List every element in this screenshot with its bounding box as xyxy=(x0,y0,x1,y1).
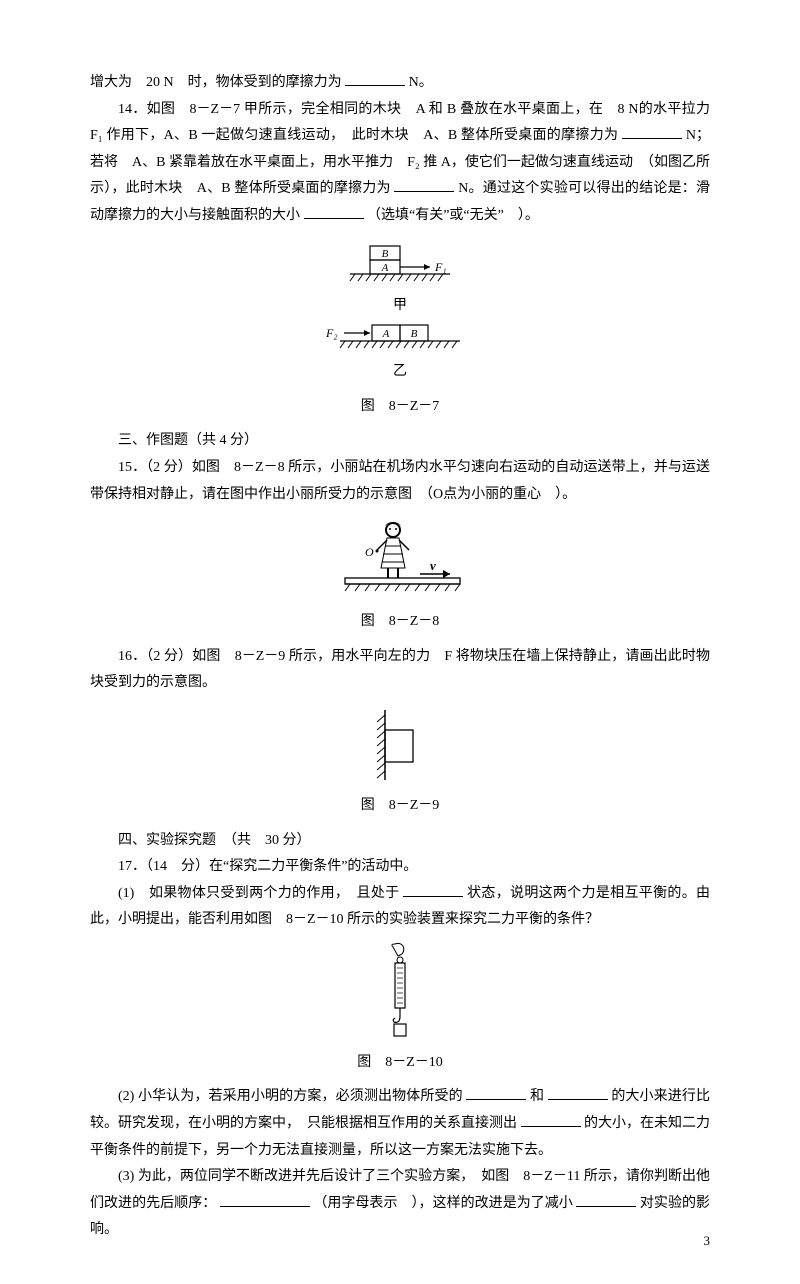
q17-1: (1) 如果物体只受到两个力的作用， 且处于 状态，说明这两个力是相互平衡的。由… xyxy=(90,881,710,934)
fig8-caption: 图 8－Z－8 xyxy=(90,609,710,636)
q16: 16．（2 分）如图 8－Z－9 所示，用水平向左的力 F 将物块压在墙上保持静… xyxy=(90,644,710,697)
fig7-jia-svg: B A F₁ xyxy=(330,238,470,293)
label-O: O xyxy=(365,545,374,559)
section-3-title: 三、作图题（共 4 分） xyxy=(90,428,710,455)
label-A2: A xyxy=(382,328,390,340)
text: 增大为 20 N 时，物体受到的摩擦力为 xyxy=(90,75,342,90)
label-yi: 乙 xyxy=(90,359,710,386)
fig7-caption: 图 8－Z－7 xyxy=(90,394,710,421)
blank-q17-2b xyxy=(548,1085,608,1100)
page-number: 3 xyxy=(704,1229,711,1254)
q15: 15．（2 分）如图 8－Z－8 所示，小丽站在机场内水平匀速向右运动的自动运送… xyxy=(90,455,710,508)
q13-tail: 增大为 20 N 时，物体受到的摩擦力为 N。 xyxy=(90,70,710,97)
figure-8-z-9 xyxy=(90,705,710,785)
label-F2: F₂ xyxy=(325,326,338,340)
blank-q17-3a xyxy=(220,1192,310,1207)
label-B2: B xyxy=(411,328,418,340)
blank-q17-3b xyxy=(576,1192,636,1207)
fig10-svg xyxy=(375,942,425,1042)
blank-q14-3 xyxy=(304,204,364,219)
label-B: B xyxy=(382,248,389,260)
figure-8-z-10 xyxy=(90,942,710,1042)
label-F1: F₁ xyxy=(434,260,447,274)
text: 14．如图 8－Z－7 甲所示，完全相同的木块 A 和 B 叠放在水平桌面上，在… xyxy=(90,102,710,144)
text: N。 xyxy=(409,75,433,90)
text: （用字母表示 ），这样的改进是为了减小 xyxy=(313,1196,573,1211)
blank-q14-1 xyxy=(622,124,682,139)
blank-q17-1 xyxy=(403,882,463,897)
text: （选填“有关”或“无关” ）。 xyxy=(367,208,539,223)
page: 增大为 20 N 时，物体受到的摩擦力为 N。 14．如图 8－Z－7 甲所示，… xyxy=(0,0,800,1284)
figure-8-z-8: O v xyxy=(90,516,710,601)
label-jia: 甲 xyxy=(90,293,710,320)
q17-2: (2) 小华认为，若采用小明的方案，必须测出物体所受的 和 的大小来进行比较。研… xyxy=(90,1084,710,1164)
fig9-caption: 图 8－Z－9 xyxy=(90,793,710,820)
text: (1) 如果物体只受到两个力的作用， 且处于 xyxy=(118,886,399,901)
label-v: v xyxy=(430,558,436,573)
label-A: A xyxy=(381,262,389,274)
blank-q17-2c xyxy=(521,1112,581,1127)
blank-q13 xyxy=(345,71,405,86)
fig10-caption: 图 8－Z－10 xyxy=(90,1050,710,1077)
q17-3: (3) 为此，两位同学不断改进并先后设计了三个实验方案， 如图 8－Z－11 所… xyxy=(90,1164,710,1244)
q14: 14．如图 8－Z－7 甲所示，完全相同的木块 A 和 B 叠放在水平桌面上，在… xyxy=(90,97,710,230)
q17: 17．（14 分）在“探究二力平衡条件”的活动中。 xyxy=(90,854,710,881)
fig7-yi-svg: F₂ A B xyxy=(320,319,480,359)
fig9-svg xyxy=(355,705,445,785)
figure-8-z-7: B A F₁ 甲 F₂ xyxy=(90,238,710,386)
blank-q17-2a xyxy=(466,1085,526,1100)
text: (2) 小华认为，若采用小明的方案，必须测出物体所受的 xyxy=(118,1089,463,1104)
section-4-title: 四、实验探究题 （共 30 分） xyxy=(90,828,710,855)
blank-q14-2 xyxy=(394,177,454,192)
fig8-svg: O v xyxy=(325,516,475,601)
text: 和 xyxy=(530,1089,544,1104)
